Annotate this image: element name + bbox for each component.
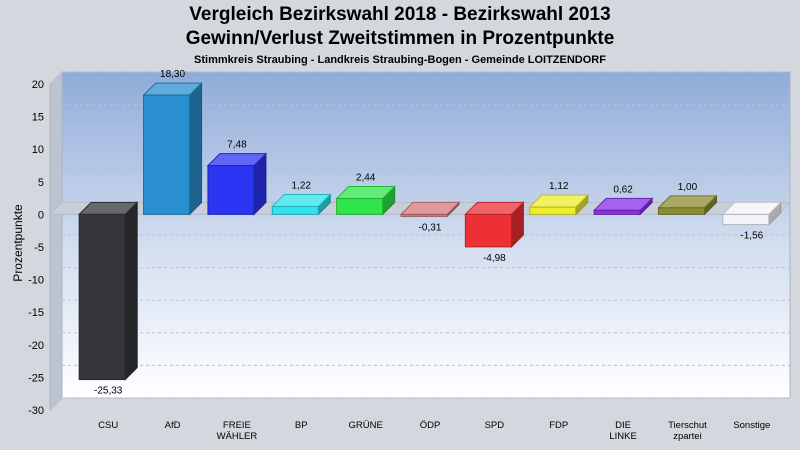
x-tick-label: Tierschut [668, 420, 707, 431]
bar-tierschut-zpartei [657, 194, 718, 216]
x-tick-label: FREIE [223, 420, 251, 431]
bar-spd [464, 201, 525, 249]
data-label: 18,30 [160, 69, 185, 80]
bar-front [78, 213, 126, 381]
data-label: 1,12 [549, 181, 569, 192]
x-tick-label: Sonstige [733, 420, 770, 431]
x-tick-label: LINKE [609, 431, 636, 442]
bar-front [464, 213, 512, 248]
data-label: 7,48 [227, 140, 247, 151]
bar-ödp [399, 201, 461, 218]
bar-front [143, 94, 191, 215]
y-tick-label: 15 [32, 112, 44, 124]
bar-front [336, 197, 384, 215]
bar-freie-wähler [206, 152, 268, 216]
bar-die-linke [592, 197, 654, 216]
x-tick-label: GRÜNE [348, 420, 382, 431]
x-tick-label: zpartei [673, 431, 702, 442]
y-tick-label: 20 [32, 79, 44, 91]
bar-csu [77, 201, 139, 381]
gridline-side [49, 397, 63, 411]
y-tick-label: -10 [28, 275, 44, 287]
x-tick-label: DIE [615, 420, 631, 431]
bar-front [271, 205, 319, 215]
y-tick-label: -5 [34, 242, 44, 254]
x-tick-label: WÄHLER [217, 431, 258, 442]
y-tick-label: 0 [38, 209, 44, 221]
bar-front [529, 206, 577, 215]
data-label: -1,56 [740, 231, 763, 242]
data-label: -0,31 [419, 222, 442, 233]
bar-front [400, 213, 448, 217]
bar-side [124, 201, 138, 381]
chart-region-subtitle: Stimmkreis Straubing - Landkreis Straubi… [194, 54, 606, 66]
gridline-side [49, 71, 63, 85]
bar-bp [271, 193, 332, 216]
gridline-side [49, 136, 63, 150]
data-label: -4,98 [483, 253, 506, 264]
x-tick-label: ÖDP [420, 420, 441, 431]
data-label: 1,22 [292, 180, 312, 191]
y-tick-label: 5 [38, 177, 44, 189]
bar-fdp [528, 193, 589, 216]
bar-sonstige [721, 201, 783, 226]
chart-subtitle: Gewinn/Verlust Zweitstimmen in Prozentpu… [185, 28, 615, 49]
x-tick-label: SPD [485, 420, 505, 431]
data-label: 0,62 [613, 184, 633, 195]
data-label: -25,33 [94, 386, 123, 397]
x-tick-label: AfD [165, 420, 181, 431]
bar-afd [142, 81, 203, 216]
bar-front [207, 165, 255, 215]
gridline-side [49, 299, 63, 313]
gridline-side [49, 104, 63, 117]
bar-front [657, 207, 705, 215]
gridline-side [49, 332, 63, 346]
x-tick-label: CSU [98, 420, 118, 431]
bar-front [722, 213, 770, 226]
y-tick-label: -20 [28, 340, 44, 352]
x-tick-label: BP [295, 420, 308, 431]
y-tick-label: -15 [28, 307, 44, 319]
gridline-side [49, 267, 63, 280]
gridline-side [49, 365, 63, 378]
y-tick-label: -25 [28, 372, 44, 384]
bar-grüne [335, 185, 396, 216]
data-label: 2,44 [356, 172, 376, 183]
bar-front [593, 209, 641, 215]
y-axis-title: Prozentpunkte [11, 204, 25, 282]
y-tick-label: 10 [32, 144, 44, 156]
x-tick-label: FDP [549, 420, 568, 431]
bar-side [189, 81, 203, 216]
y-tick-label: -30 [28, 405, 44, 417]
gridline-side [49, 169, 63, 183]
data-label: 1,00 [678, 182, 698, 193]
chart-title: Vergleich Bezirkswahl 2018 - Bezirkswahl… [189, 4, 611, 25]
gridline-side [49, 234, 63, 248]
